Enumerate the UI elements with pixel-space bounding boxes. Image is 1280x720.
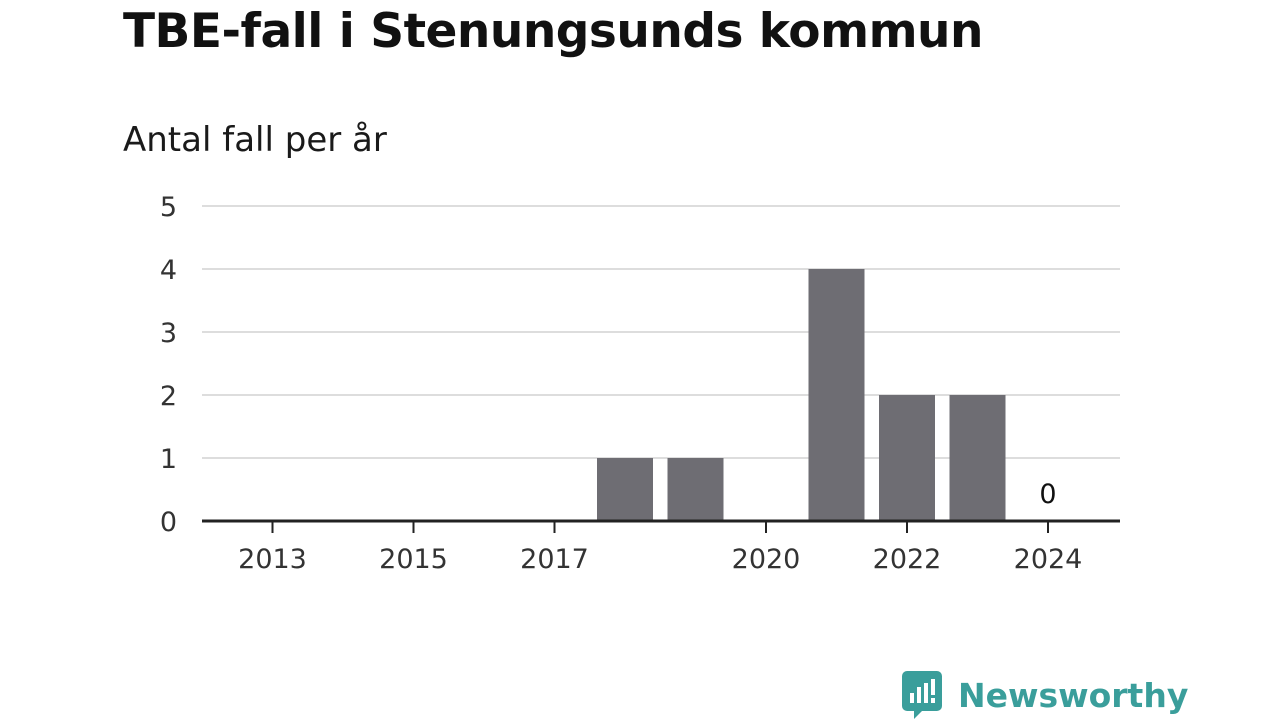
x-tick-label: 2020 (732, 544, 801, 575)
y-tick-label: 4 (160, 255, 177, 286)
x-tick-label: 2017 (520, 544, 589, 575)
y-tick-label: 5 (160, 192, 177, 223)
y-tick-label: 0 (160, 507, 177, 538)
x-tick-label: 2024 (1014, 544, 1083, 575)
bar-2019 (667, 458, 724, 521)
bars (597, 269, 1006, 521)
newsworthy-logo-icon (902, 671, 942, 719)
x-tick-label: 2022 (873, 544, 942, 575)
y-axis-ticks: 0 1 2 3 4 5 (160, 192, 177, 538)
brand-name: Newsworthy (958, 675, 1189, 715)
bar-2021 (808, 269, 865, 521)
bar-2022 (879, 395, 935, 521)
y-tick-label: 1 (160, 444, 177, 475)
brand-logo: Newsworthy (902, 670, 1188, 720)
x-tick-label: 2013 (238, 544, 307, 575)
x-axis-ticks: 2013 2015 2017 2020 2022 2024 (238, 521, 1082, 575)
x-tick-label: 2015 (379, 544, 448, 575)
data-labels: 0 (1039, 479, 1056, 510)
y-tick-label: 2 (160, 381, 177, 412)
chart-title: TBE-fall i Stenungsunds kommun (123, 4, 983, 59)
data-label-2024: 0 (1039, 479, 1056, 510)
chart-subtitle: Antal fall per år (123, 120, 387, 160)
bar-2018 (597, 458, 653, 521)
bar-2023 (949, 395, 1006, 521)
y-tick-label: 3 (160, 318, 177, 349)
